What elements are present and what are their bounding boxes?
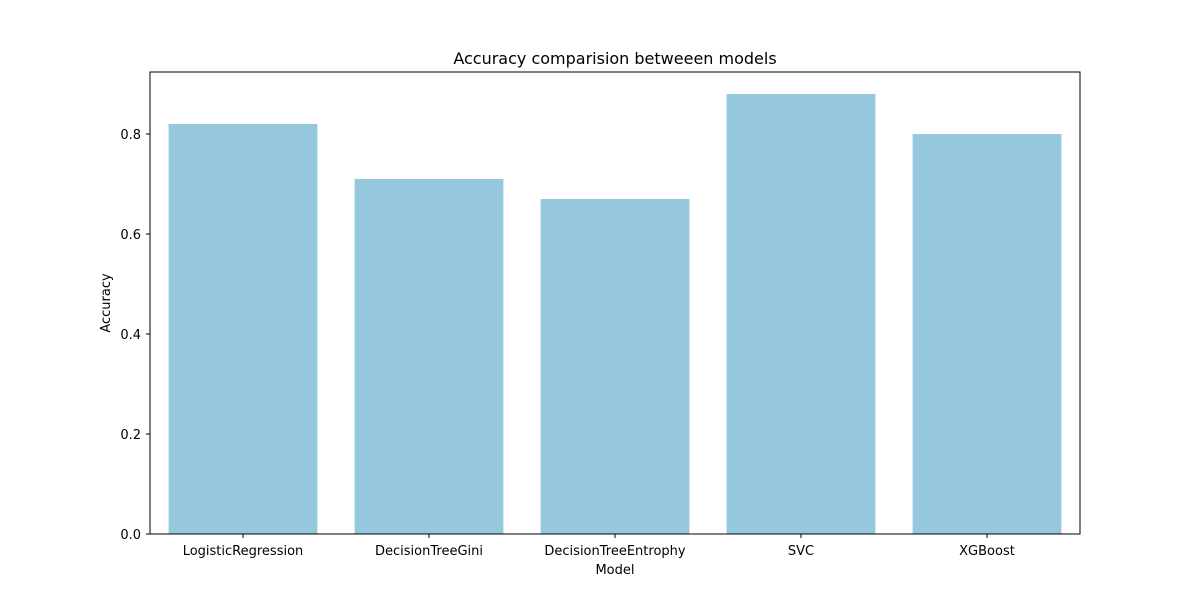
- x-axis-label: Model: [595, 563, 634, 578]
- bar-svc: [726, 94, 876, 534]
- x-tick-label: LogisticRegression: [183, 544, 304, 559]
- y-tick-label: 0.0: [120, 528, 141, 543]
- plot-frame: [149, 71, 1081, 535]
- bars-group: [168, 94, 1062, 534]
- y-tick-label: 0.2: [120, 428, 141, 443]
- y-axis-ticks: 0.0 0.2 0.4 0.6 0.8: [120, 128, 150, 543]
- x-tick-label: DecisionTreeGini: [375, 544, 483, 559]
- bar-logisticregression: [168, 124, 318, 534]
- x-tick-label: DecisionTreeEntrophy: [544, 544, 685, 559]
- x-tick-label: XGBoost: [959, 544, 1015, 559]
- x-axis-ticks: LogisticRegression DecisionTreeGini Decisi…: [183, 534, 1015, 559]
- y-tick-label: 0.8: [120, 128, 141, 143]
- y-tick-label: 0.6: [120, 228, 141, 243]
- x-tick-label: SVC: [788, 544, 814, 559]
- chart-title: Accuracy comparision betweeen models: [453, 49, 776, 68]
- bar-decisiontreeentrophy: [540, 199, 690, 534]
- bar-decisiontreegini: [354, 179, 504, 534]
- y-axis-label: Accuracy: [99, 273, 114, 333]
- y-tick-label: 0.4: [120, 328, 141, 343]
- bar-xgboost: [912, 134, 1062, 534]
